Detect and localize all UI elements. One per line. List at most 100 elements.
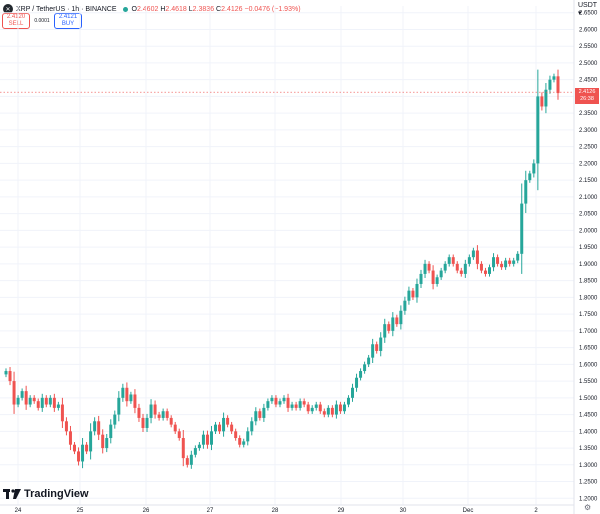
candle-body <box>322 411 326 415</box>
candle-body <box>548 79 552 90</box>
candle-body <box>544 89 548 107</box>
candle-body <box>4 371 8 375</box>
candle-body <box>459 270 463 274</box>
brand-name: TradingView <box>24 488 89 500</box>
candle-body <box>403 300 407 311</box>
y-tick-label: 2.5500 <box>579 44 598 50</box>
candle-body <box>483 270 487 274</box>
y-tick-label: 2.0500 <box>579 212 598 218</box>
candle-body <box>165 411 169 418</box>
candle-body <box>72 444 76 452</box>
candle-body <box>342 404 346 412</box>
y-tick-label: 2.3000 <box>579 128 598 134</box>
ohlc-values: O2.4602 H2.4618 L2.3836 C2.4126 −0.0476 … <box>131 5 301 13</box>
candle-body <box>205 434 209 445</box>
candle-body <box>16 397 20 405</box>
y-tick-label: 2.1500 <box>579 178 598 184</box>
candle-body <box>258 411 262 418</box>
candle-body <box>93 421 97 432</box>
candle-body <box>177 431 181 439</box>
candle-body <box>447 257 451 264</box>
candle-body <box>226 417 230 425</box>
candle-body <box>197 444 201 449</box>
currency-selector[interactable]: USDT ▾ <box>578 2 597 17</box>
candle-body <box>338 404 342 412</box>
candle-body <box>153 404 157 415</box>
candle-body <box>355 377 359 388</box>
last-price-value: 2.4126 <box>578 89 596 96</box>
spread-value: 0.0001 <box>34 18 50 24</box>
candle-body <box>306 404 310 412</box>
candle-body <box>395 317 399 325</box>
y-tick-label: 1.6500 <box>579 346 598 352</box>
candle-body <box>318 404 322 412</box>
candle-body <box>326 407 330 415</box>
candle-body <box>250 421 254 432</box>
candle-body <box>334 404 338 415</box>
candle-body <box>214 424 218 432</box>
candle-body <box>242 441 246 445</box>
candle-body <box>24 391 28 405</box>
y-tick-label: 1.2000 <box>579 496 598 502</box>
candle-body <box>363 364 367 372</box>
candle-body <box>169 417 173 425</box>
y-tick-label: 2.6000 <box>579 27 598 33</box>
y-tick-label: 2.4500 <box>579 78 598 84</box>
candle-body <box>145 417 149 428</box>
chart-settings-icon[interactable]: ⚙ <box>584 503 592 512</box>
candle-body <box>109 424 113 439</box>
candle-body <box>346 397 350 405</box>
sell-button[interactable]: 2.4120 SELL <box>2 13 30 29</box>
candle-body <box>141 417 145 428</box>
candle-body <box>125 387 129 402</box>
candle-body <box>540 96 544 107</box>
candle-body <box>383 324 387 338</box>
y-tick-label: 1.4000 <box>579 429 598 435</box>
candle-body <box>181 438 185 459</box>
candle-body <box>504 260 508 268</box>
buy-button[interactable]: 2.4121 BUY <box>54 13 82 29</box>
candle-body <box>8 371 12 382</box>
brand-logo[interactable]: TradingView <box>3 488 89 500</box>
candle-body <box>330 407 334 415</box>
x-tick-label: 29 <box>338 508 345 514</box>
candle-body <box>12 381 16 405</box>
x-tick-label: 25 <box>77 508 84 514</box>
y-tick-label: 1.6000 <box>579 362 598 368</box>
candle-body <box>399 310 403 325</box>
candle-body <box>475 250 479 264</box>
candle-body <box>528 173 532 181</box>
candle-body <box>310 407 314 412</box>
candle-body <box>105 438 109 449</box>
candle-body <box>121 387 125 398</box>
candle-body <box>113 414 117 425</box>
y-tick-label: 2.1000 <box>579 195 598 201</box>
candle-body <box>161 411 165 418</box>
candle-body <box>266 401 270 408</box>
candle-body <box>193 448 197 455</box>
candle-body <box>524 180 528 204</box>
candle-body <box>488 267 492 274</box>
symbol-title[interactable]: XRP / TetherUS · 1h · BINANCE <box>16 5 117 13</box>
candle-body <box>411 290 415 298</box>
market-status-icon <box>122 6 128 12</box>
candle-body <box>97 421 101 435</box>
y-tick-label: 1.8000 <box>579 295 598 301</box>
candle-body <box>435 277 439 284</box>
candle-body <box>101 434 105 449</box>
candle-body <box>520 203 524 254</box>
x-tick-label: 28 <box>272 508 279 514</box>
candle-body <box>77 451 81 462</box>
candle-body <box>28 397 32 405</box>
y-tick-label: 2.0000 <box>579 228 598 234</box>
candle-body <box>278 401 282 405</box>
y-tick-label: 2.2500 <box>579 145 598 151</box>
y-tick-label: 1.3500 <box>579 446 598 452</box>
candle-body <box>44 397 48 405</box>
candle-body <box>294 404 298 408</box>
chart-legend: ✕ XRP / TetherUS · 1h · BINANCE O2.4602 … <box>3 2 301 16</box>
y-tick-label: 1.2500 <box>579 480 598 486</box>
candle-body <box>189 454 193 465</box>
price-change: −0.0476 (−1.93%) <box>244 5 301 13</box>
